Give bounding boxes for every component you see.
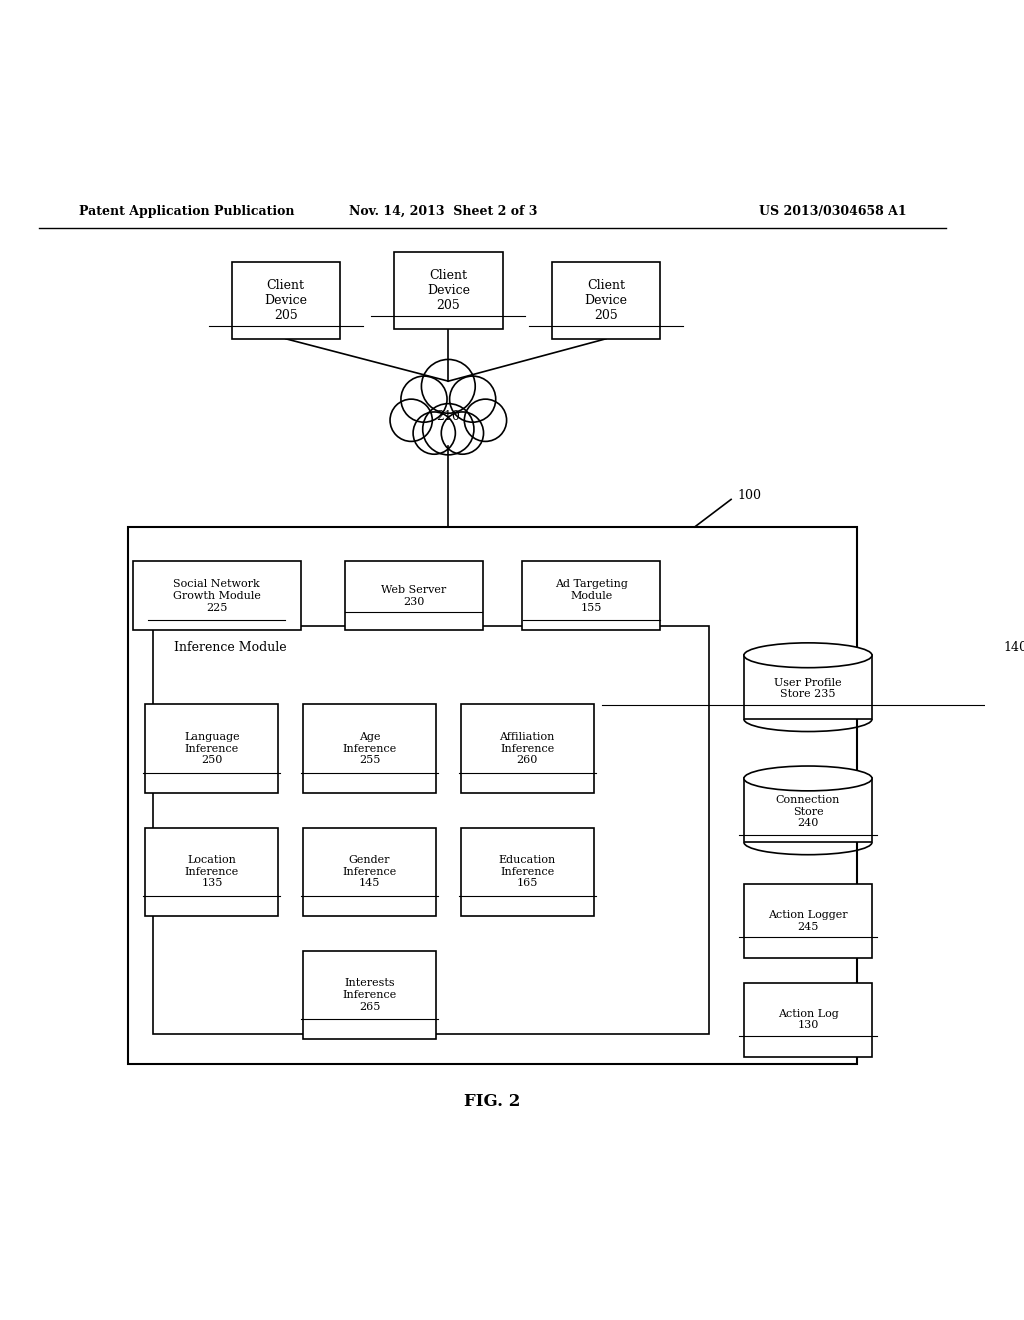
Circle shape (464, 399, 507, 441)
FancyBboxPatch shape (743, 655, 872, 719)
Text: Action Log
130: Action Log 130 (777, 1008, 839, 1031)
Text: Nov. 14, 2013  Sheet 2 of 3: Nov. 14, 2013 Sheet 2 of 3 (349, 205, 538, 218)
Circle shape (441, 412, 483, 454)
Ellipse shape (743, 766, 872, 791)
Text: 140: 140 (1004, 640, 1024, 653)
Text: FIG. 2: FIG. 2 (465, 1093, 521, 1110)
Ellipse shape (743, 643, 872, 668)
Text: Web Server
230: Web Server 230 (381, 585, 446, 607)
FancyBboxPatch shape (743, 884, 872, 958)
Text: Client
Device
205: Client Device 205 (585, 279, 628, 322)
Text: Client
Device
205: Client Device 205 (427, 269, 470, 312)
Text: Age
Inference
255: Age Inference 255 (342, 733, 396, 766)
FancyBboxPatch shape (461, 705, 594, 793)
FancyBboxPatch shape (552, 261, 660, 339)
Text: 100: 100 (737, 488, 761, 502)
Text: Language
Inference
250: Language Inference 250 (184, 733, 240, 766)
FancyBboxPatch shape (461, 828, 594, 916)
Circle shape (401, 376, 447, 422)
Text: Interests
Inference
265: Interests Inference 265 (342, 978, 396, 1011)
Text: 210: 210 (436, 411, 460, 424)
Text: Gender
Inference
145: Gender Inference 145 (342, 855, 396, 888)
Circle shape (450, 376, 496, 422)
FancyBboxPatch shape (128, 527, 857, 1064)
Text: Patent Application Publication: Patent Application Publication (79, 205, 294, 218)
FancyBboxPatch shape (522, 561, 660, 631)
FancyBboxPatch shape (303, 950, 436, 1039)
Text: User Profile
Store 235: User Profile Store 235 (774, 677, 842, 700)
FancyBboxPatch shape (743, 982, 872, 1056)
Text: Client
Device
205: Client Device 205 (264, 279, 307, 322)
Text: Education
Inference
165: Education Inference 165 (499, 855, 556, 888)
FancyBboxPatch shape (345, 561, 482, 631)
Circle shape (390, 399, 432, 441)
FancyBboxPatch shape (133, 561, 300, 631)
FancyBboxPatch shape (145, 705, 279, 793)
Text: Action Logger
245: Action Logger 245 (768, 911, 848, 932)
FancyBboxPatch shape (145, 828, 279, 916)
FancyBboxPatch shape (231, 261, 340, 339)
Circle shape (423, 404, 474, 455)
Text: Affiliation
Inference
260: Affiliation Inference 260 (500, 733, 555, 766)
Text: Connection
Store
240: Connection Store 240 (776, 795, 840, 828)
FancyBboxPatch shape (394, 252, 503, 329)
FancyBboxPatch shape (743, 779, 872, 842)
Circle shape (422, 359, 475, 413)
Text: Location
Inference
135: Location Inference 135 (184, 855, 239, 888)
Text: Ad Targeting
Module
155: Ad Targeting Module 155 (555, 579, 628, 612)
FancyBboxPatch shape (153, 626, 710, 1035)
Text: US 2013/0304658 A1: US 2013/0304658 A1 (759, 205, 906, 218)
Text: Inference Module: Inference Module (174, 640, 291, 653)
Text: Social Network
Growth Module
225: Social Network Growth Module 225 (173, 579, 261, 612)
FancyBboxPatch shape (303, 705, 436, 793)
FancyBboxPatch shape (303, 828, 436, 916)
Circle shape (413, 412, 456, 454)
